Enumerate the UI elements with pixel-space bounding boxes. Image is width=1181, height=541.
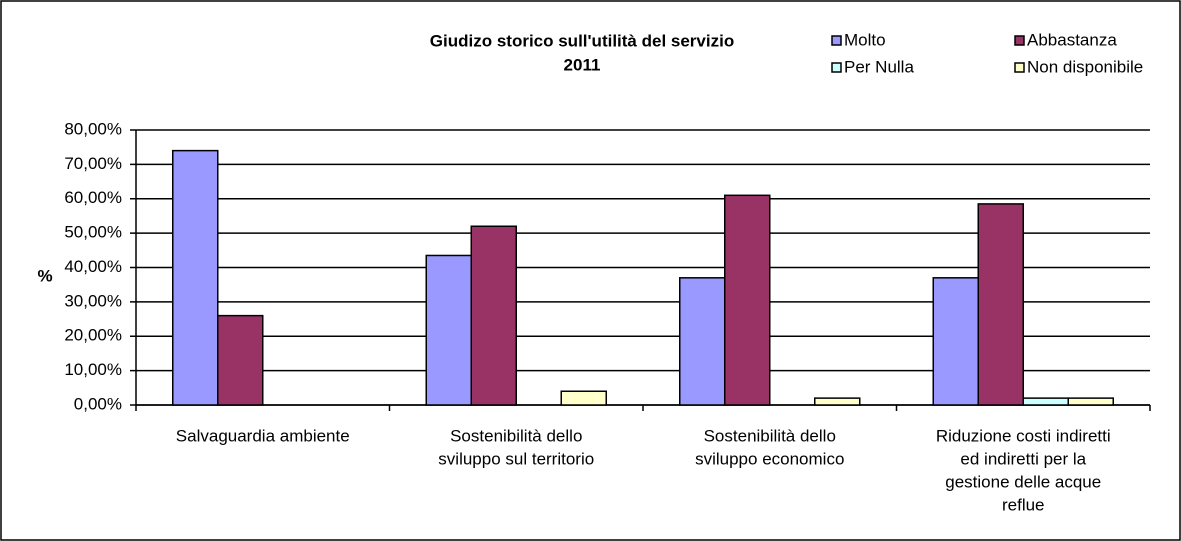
y-tick-label: 40,00% xyxy=(64,257,122,276)
legend-swatch xyxy=(1014,35,1025,46)
bar xyxy=(470,225,517,406)
bar xyxy=(172,149,219,406)
y-tick-label: 80,00% xyxy=(64,119,122,138)
bar xyxy=(425,254,472,406)
y-tick-label: 60,00% xyxy=(64,188,122,207)
x-tick-label: Sostenibilità dello xyxy=(450,426,582,445)
y-tick-label: 70,00% xyxy=(64,154,122,173)
x-tick-label: sviluppo economico xyxy=(695,449,844,468)
x-tick-label: ed indiretti per la xyxy=(960,449,1086,468)
y-tick-label: 0,00% xyxy=(74,394,122,413)
legend-label: Abbastanza xyxy=(1027,30,1117,49)
y-axis-label: % xyxy=(37,266,52,285)
legend-label: Per Nulla xyxy=(844,57,914,76)
x-tick-label: sviluppo sul territorio xyxy=(438,449,594,468)
bar xyxy=(560,390,607,406)
legend-swatch xyxy=(831,62,842,73)
x-tick-label: reflue xyxy=(1002,495,1045,514)
bar xyxy=(1067,397,1114,406)
x-tick-label: Riduzione costi indiretti xyxy=(936,426,1111,445)
bar xyxy=(1022,397,1069,406)
chart-title: Giudizo storico sull'utilità del servizi… xyxy=(430,31,734,50)
bar xyxy=(977,203,1024,406)
legend-swatch xyxy=(1014,62,1025,73)
x-tick-label: Sostenibilità dello xyxy=(704,426,836,445)
legend-label: Molto xyxy=(844,30,886,49)
x-tick-label: gestione delle acque xyxy=(945,472,1101,491)
y-tick-label: 30,00% xyxy=(64,291,122,310)
bar xyxy=(217,314,264,406)
y-tick-label: 10,00% xyxy=(64,360,122,379)
bar xyxy=(679,277,726,406)
bar xyxy=(814,397,861,406)
legend-label: Non disponibile xyxy=(1027,57,1143,76)
y-tick-label: 20,00% xyxy=(64,326,122,345)
bar xyxy=(932,277,979,406)
x-tick-label: Salvaguardia ambiente xyxy=(176,426,350,445)
bar xyxy=(724,194,771,406)
chart-title: 2011 xyxy=(564,55,601,74)
legend-swatch xyxy=(831,35,842,46)
y-tick-label: 50,00% xyxy=(64,223,122,242)
